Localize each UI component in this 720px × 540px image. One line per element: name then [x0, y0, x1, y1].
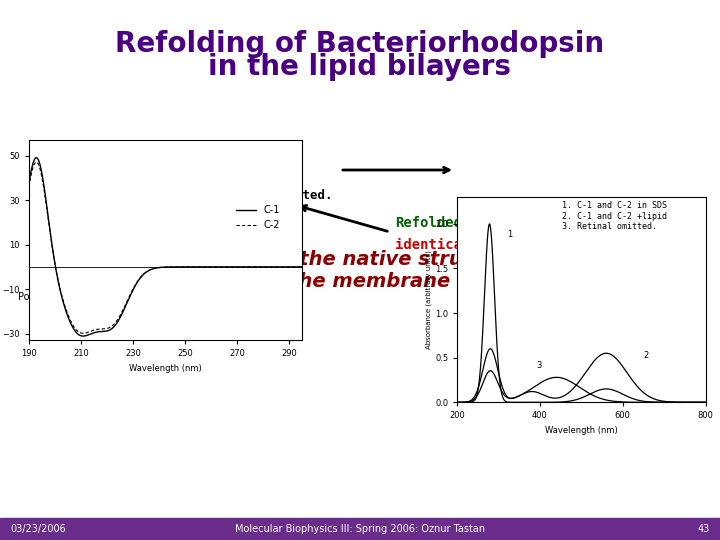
- Text: 3: 3: [536, 361, 541, 370]
- Text: near-: near-: [580, 216, 622, 230]
- X-axis label: Wavelength (nm): Wavelength (nm): [129, 364, 202, 373]
- Text: Refolding of Bacteriorhodopsin: Refolding of Bacteriorhodopsin: [115, 30, 605, 58]
- Text: helix content.: helix content.: [468, 238, 593, 252]
- Text: 03/23/2006: 03/23/2006: [10, 524, 66, 534]
- Text: in the lipid bilayers: in the lipid bilayers: [209, 53, 511, 81]
- Text: 43: 43: [698, 524, 710, 534]
- Text: 1. C-1 and C-2 in SDS
2. C-1 and C-2 +lipid
3. Retinal omitted.: 1. C-1 and C-2 in SDS 2. C-1 and C-2 +li…: [562, 201, 667, 231]
- Text: Retinal reconstituted:: Retinal reconstituted:: [115, 164, 280, 177]
- Text: are inserted into the membrane independently.: are inserted into the membrane independe…: [99, 272, 621, 291]
- Text: 1: 1: [507, 230, 512, 239]
- Text: of the activity regenerated.: of the activity regenerated.: [115, 188, 333, 201]
- Text: Refolded:: Refolded:: [395, 216, 470, 230]
- Legend: C-1, C-2: C-1, C-2: [233, 201, 284, 234]
- Text: fragments have: fragments have: [468, 216, 602, 230]
- Text: identical: identical: [395, 238, 470, 252]
- Text: %90: %90: [80, 188, 102, 201]
- Text: 2: 2: [644, 350, 649, 360]
- Text: Popot, 1987.: Popot, 1987.: [18, 292, 79, 302]
- X-axis label: Wavelength (nm): Wavelength (nm): [545, 426, 618, 435]
- Y-axis label: Absorbance (arbitrary units): Absorbance (arbitrary units): [426, 250, 432, 349]
- Text: BR can assemble in to the native structure when helices: BR can assemble in to the native structu…: [50, 250, 670, 269]
- Text: Molecular Biophysics III: Spring 2006: Oznur Tastan: Molecular Biophysics III: Spring 2006: O…: [235, 524, 485, 534]
- Bar: [0, 518, 720, 540]
